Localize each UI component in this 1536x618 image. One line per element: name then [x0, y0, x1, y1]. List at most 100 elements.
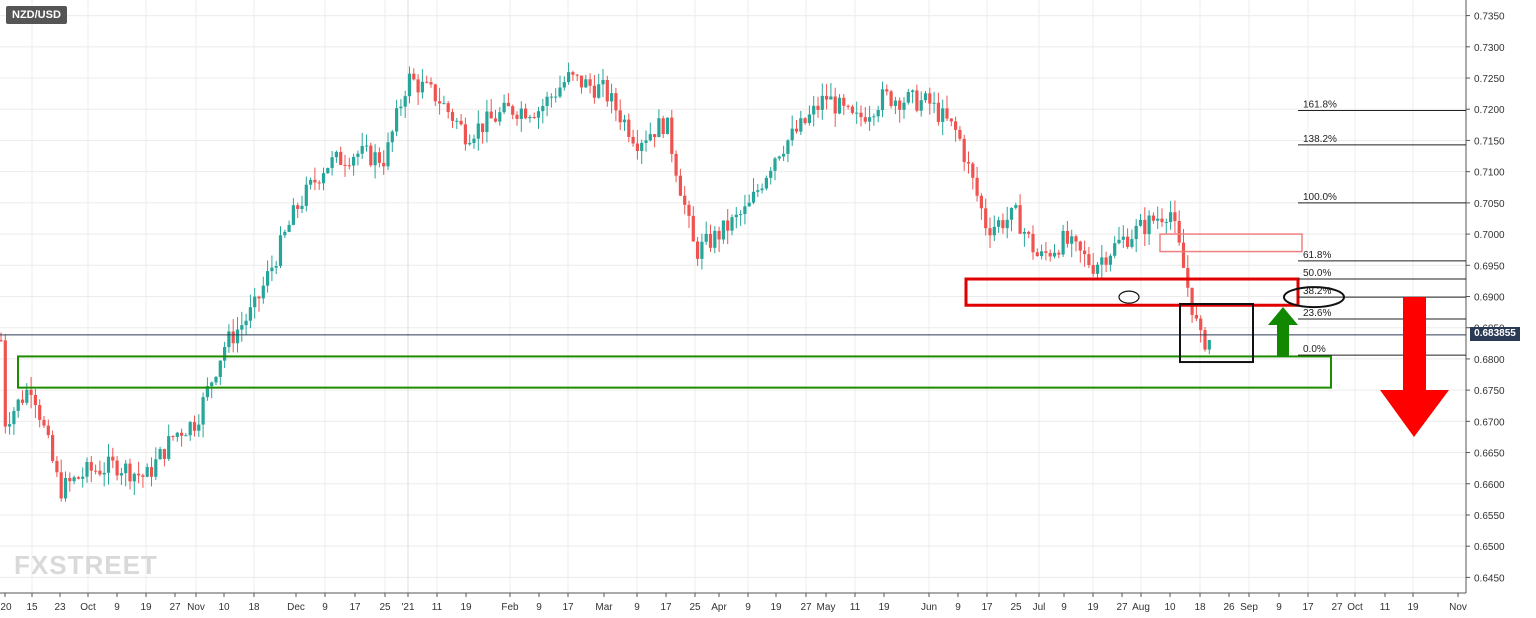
- candle-body: [622, 119, 627, 123]
- candle-body: [1022, 231, 1026, 234]
- candle-body: [369, 145, 373, 166]
- candle-body: [132, 473, 136, 482]
- candle-body: [429, 82, 433, 85]
- candle: [941, 99, 945, 136]
- candle-body: [167, 436, 171, 459]
- candle-body: [1117, 239, 1121, 244]
- candle: [416, 74, 420, 106]
- candle: [898, 97, 902, 123]
- candle-body: [25, 389, 29, 403]
- candle: [8, 412, 12, 435]
- candle-body: [334, 151, 338, 158]
- candle-body: [850, 106, 854, 113]
- candle: [218, 360, 222, 386]
- candle: [1177, 210, 1181, 246]
- candle: [399, 99, 403, 116]
- candle: [253, 287, 257, 319]
- candle: [1117, 226, 1121, 245]
- candle: [911, 89, 915, 104]
- candle: [72, 475, 76, 485]
- candle-body: [154, 459, 158, 477]
- candle: [984, 198, 988, 236]
- candle-body: [863, 117, 867, 122]
- candle-body: [257, 296, 261, 299]
- y-tick-label: 0.7300: [1474, 43, 1505, 54]
- candle-body: [846, 105, 850, 107]
- candle-body: [51, 435, 55, 461]
- candle: [876, 105, 880, 123]
- candle: [162, 448, 166, 467]
- candle: [20, 390, 25, 406]
- x-tick-label: Mar: [595, 602, 613, 613]
- candle: [425, 75, 429, 84]
- candle: [511, 104, 515, 120]
- candle-body: [756, 190, 760, 192]
- candle: [1035, 248, 1039, 257]
- candle-body: [506, 102, 510, 107]
- candle: [863, 107, 867, 124]
- candle-body: [928, 93, 932, 104]
- candle: [730, 214, 734, 236]
- candle-body: [902, 102, 906, 110]
- candle-body: [859, 112, 863, 118]
- candle-body: [420, 81, 424, 93]
- candle-body: [872, 116, 876, 118]
- candle-body: [442, 103, 446, 105]
- candle-body: [1113, 243, 1117, 256]
- candle: [85, 457, 89, 483]
- candle: [46, 419, 50, 439]
- candle-body: [1203, 330, 1207, 350]
- candle-body: [16, 399, 20, 411]
- candle-body: [386, 142, 390, 167]
- candle: [683, 186, 687, 215]
- candle-body: [261, 285, 265, 299]
- x-tick-label: 19: [878, 602, 890, 613]
- candle-body: [304, 184, 308, 206]
- zone-light-red: [1159, 233, 1303, 253]
- candle-body: [992, 226, 996, 236]
- candle-body: [46, 425, 50, 436]
- candle-body: [605, 79, 609, 102]
- candle: [885, 84, 889, 96]
- x-tick-label: 17: [660, 602, 672, 613]
- candle: [223, 341, 227, 369]
- candle: [115, 456, 119, 481]
- candle-body: [1078, 241, 1082, 251]
- candle: [1104, 251, 1108, 273]
- zone-green: [17, 355, 1332, 389]
- candle: [558, 75, 562, 99]
- candle-body: [390, 131, 394, 143]
- x-tick-label: 9: [322, 602, 328, 613]
- candle: [820, 83, 824, 120]
- candle-body: [687, 204, 691, 216]
- candle: [227, 324, 231, 353]
- candle-body: [373, 152, 377, 166]
- y-tick-label: 0.6750: [1474, 386, 1505, 397]
- candle: [201, 392, 205, 438]
- candle-body: [1207, 339, 1211, 350]
- candle: [442, 95, 446, 105]
- candle: [278, 226, 283, 269]
- candle: [1130, 229, 1134, 249]
- candle: [928, 87, 932, 115]
- candle: [691, 206, 695, 242]
- y-tick-label: 0.6950: [1474, 261, 1505, 272]
- candle-body: [962, 138, 966, 163]
- candle-body: [1005, 219, 1009, 229]
- candle: [167, 424, 171, 461]
- candle-body: [1173, 212, 1177, 222]
- candle-body: [588, 79, 592, 86]
- candle-body: [730, 217, 734, 231]
- candle: [1194, 306, 1198, 322]
- candle-body: [635, 143, 639, 152]
- candle-body: [98, 470, 102, 475]
- candle: [855, 101, 859, 124]
- candle-body: [343, 164, 347, 166]
- candle-body: [1044, 251, 1048, 253]
- x-tick-label: 19: [1407, 602, 1419, 613]
- candle: [790, 115, 794, 146]
- candle-body: [812, 105, 816, 115]
- candle-body: [446, 103, 450, 113]
- candle-body: [485, 111, 489, 133]
- candle: [244, 313, 248, 335]
